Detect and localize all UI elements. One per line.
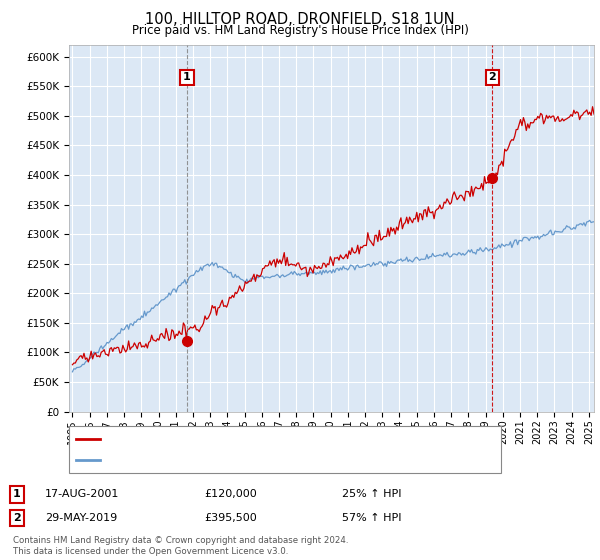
Text: 100, HILLTOP ROAD, DRONFIELD, S18 1UN (detached house): 100, HILLTOP ROAD, DRONFIELD, S18 1UN (d… (104, 434, 419, 444)
Text: £120,000: £120,000 (204, 489, 257, 500)
Text: Contains HM Land Registry data © Crown copyright and database right 2024.: Contains HM Land Registry data © Crown c… (13, 536, 349, 545)
Text: 29-MAY-2019: 29-MAY-2019 (45, 513, 117, 523)
Text: HPI: Average price, detached house, North East Derbyshire: HPI: Average price, detached house, Nort… (104, 455, 412, 465)
Text: This data is licensed under the Open Government Licence v3.0.: This data is licensed under the Open Gov… (13, 547, 289, 556)
Text: 2: 2 (13, 513, 20, 523)
Text: 57% ↑ HPI: 57% ↑ HPI (342, 513, 401, 523)
Text: £395,500: £395,500 (204, 513, 257, 523)
Text: Price paid vs. HM Land Registry's House Price Index (HPI): Price paid vs. HM Land Registry's House … (131, 24, 469, 37)
Text: 2: 2 (488, 72, 496, 82)
Text: 17-AUG-2001: 17-AUG-2001 (45, 489, 119, 500)
Text: 25% ↑ HPI: 25% ↑ HPI (342, 489, 401, 500)
Text: 1: 1 (13, 489, 20, 500)
Text: 100, HILLTOP ROAD, DRONFIELD, S18 1UN: 100, HILLTOP ROAD, DRONFIELD, S18 1UN (145, 12, 455, 27)
Text: 1: 1 (183, 72, 191, 82)
